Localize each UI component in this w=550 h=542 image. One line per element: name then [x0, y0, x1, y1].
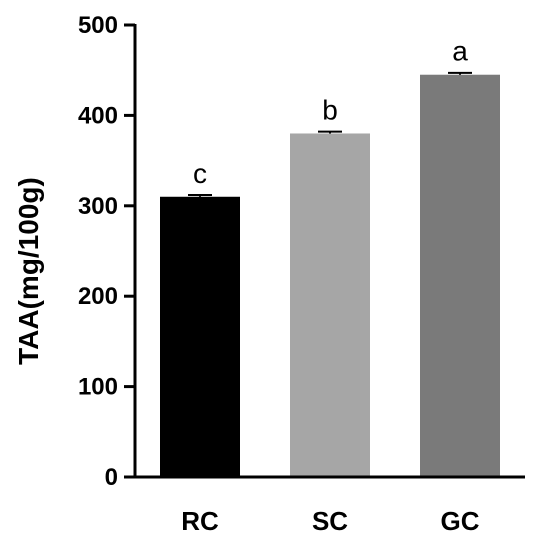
significance-letter: a — [452, 36, 468, 67]
bar-rc — [160, 196, 240, 477]
bars: c b a — [160, 36, 500, 478]
bar-gc — [420, 74, 500, 477]
y-tick-label: 400 — [78, 102, 118, 129]
y-tick-label: 500 — [78, 12, 118, 39]
significance-letter: c — [193, 158, 207, 189]
y-tick-label: 0 — [105, 464, 118, 491]
x-category-label: GC — [441, 506, 480, 536]
x-axis-labels: RC SC GC — [181, 506, 480, 536]
y-axis-title: TAA(mg/100g) — [13, 177, 44, 365]
bar-sc — [290, 133, 370, 478]
y-tick-label: 100 — [78, 374, 118, 401]
x-category-label: SC — [312, 506, 348, 536]
significance-letter: b — [322, 94, 338, 125]
y-axis-ticks: 0 100 200 300 400 500 — [78, 12, 135, 491]
y-tick-label: 200 — [78, 283, 118, 310]
x-category-label: RC — [181, 506, 219, 536]
y-tick-label: 300 — [78, 193, 118, 220]
